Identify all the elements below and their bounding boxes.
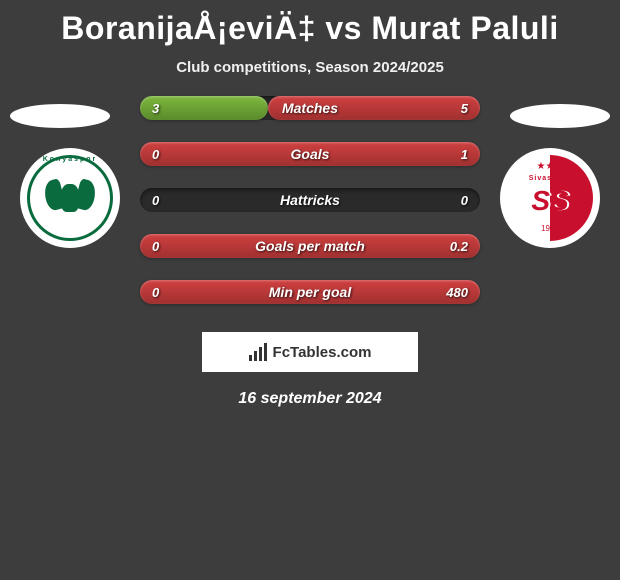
stat-value-left: 0 [152, 285, 159, 300]
stat-value-right: 1 [461, 147, 468, 162]
stat-label: Min per goal [269, 284, 351, 300]
stat-row: 0 Goals 1 [140, 142, 480, 166]
stat-value-left: 0 [152, 147, 159, 162]
stat-label: Goals [291, 146, 330, 162]
club-logo-left: Konyaspor [20, 148, 120, 248]
stat-value-right: 0 [461, 193, 468, 208]
player-avatar-left [10, 104, 110, 128]
stat-label: Matches [282, 100, 338, 116]
page-title: BoranijaÅ¡eviÄ‡ vs Murat Paluli [0, 0, 620, 47]
player-avatar-right [510, 104, 610, 128]
chart-icon [249, 343, 267, 361]
club-name-left: Konyaspor [43, 156, 98, 163]
stats-container: 3 Matches 5 0 Goals 1 0 Hattricks 0 0 Goals per ma… [140, 96, 480, 304]
stat-label: Goals per match [255, 238, 365, 254]
club-name-right: Sivasspor [529, 175, 571, 182]
stat-row: 0 Hattricks 0 [140, 188, 480, 212]
footer-brand-text: FcTables.com [273, 344, 372, 361]
footer-brand-badge[interactable]: FcTables.com [202, 332, 418, 372]
stat-row: 3 Matches 5 [140, 96, 480, 120]
stat-value-right: 0.2 [450, 239, 468, 254]
stat-value-left: 0 [152, 239, 159, 254]
club-year-right: 1967 [541, 224, 559, 233]
stat-value-left: 0 [152, 193, 159, 208]
stat-value-left: 3 [152, 101, 159, 116]
eagle-icon [45, 178, 95, 218]
sivas-ss-icon: SS [531, 185, 568, 217]
subtitle: Club competitions, Season 2024/2025 [0, 59, 620, 76]
comparison-content: Konyaspor ★★★ Sivasspor SS 1967 3 Matches… [0, 96, 620, 304]
club-logo-right: ★★★ Sivasspor SS 1967 [500, 148, 600, 248]
stat-row: 0 Min per goal 480 [140, 280, 480, 304]
date-text: 16 september 2024 [0, 390, 620, 408]
stat-value-right: 5 [461, 101, 468, 116]
stars-icon: ★★★ [537, 161, 564, 172]
stat-row: 0 Goals per match 0.2 [140, 234, 480, 258]
stat-value-right: 480 [446, 285, 468, 300]
stat-label: Hattricks [280, 192, 340, 208]
